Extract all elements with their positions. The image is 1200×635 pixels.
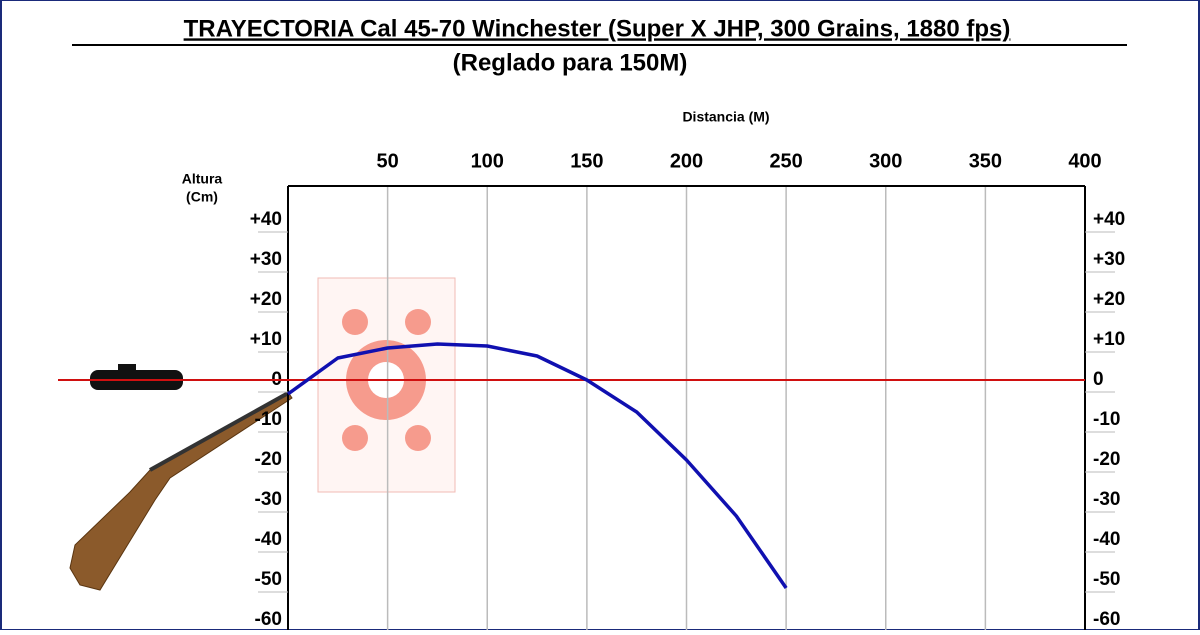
y-tick-label: -40 [1093, 529, 1120, 550]
y-tick-label: -50 [255, 569, 282, 590]
y-tick-label: +10 [250, 329, 282, 350]
y-tick-label: +40 [250, 209, 282, 230]
y-tick-label: +20 [250, 289, 282, 310]
y-tick-label: -60 [1093, 609, 1120, 630]
x-tick-label: 350 [969, 150, 1002, 172]
target-image [317, 277, 456, 493]
y-tick-label: -30 [1093, 489, 1120, 510]
x-tick-label: 150 [570, 150, 603, 172]
chart-title: TRAYECTORIA Cal 45-70 Winchester (Super … [184, 15, 1011, 42]
y-tick-label: -60 [255, 609, 282, 630]
x-tick-label: 50 [377, 150, 399, 172]
y-tick-label: -20 [255, 449, 282, 470]
y-axis-label: (Cm) [186, 189, 218, 205]
y-tick-label: -20 [1093, 449, 1120, 470]
y-tick-label: +30 [1093, 249, 1125, 270]
x-tick-label: 250 [769, 150, 802, 172]
y-tick-label: +20 [1093, 289, 1125, 310]
y-tick-label: -10 [255, 409, 282, 430]
x-tick-label: 100 [471, 150, 504, 172]
y-tick-label: +10 [1093, 329, 1125, 350]
x-tick-label: 200 [670, 150, 703, 172]
y-tick-label: 0 [1093, 369, 1104, 390]
y-tick-label: -40 [255, 529, 282, 550]
trajectory-line [286, 342, 788, 589]
rifle-image [69, 364, 293, 591]
x-tick-label: 400 [1068, 150, 1101, 172]
y-axis-label: Altura [182, 171, 223, 187]
y-tick-label: +30 [250, 249, 282, 270]
y-tick-label: -30 [255, 489, 282, 510]
y-tick-label: +40 [1093, 209, 1125, 230]
x-tick-label: 300 [869, 150, 902, 172]
chart-subtitle: (Reglado para 150M) [453, 49, 688, 76]
x-axis-label: Distancia (M) [682, 109, 769, 125]
y-tick-label: -50 [1093, 569, 1120, 590]
y-tick-label: -10 [1093, 409, 1120, 430]
